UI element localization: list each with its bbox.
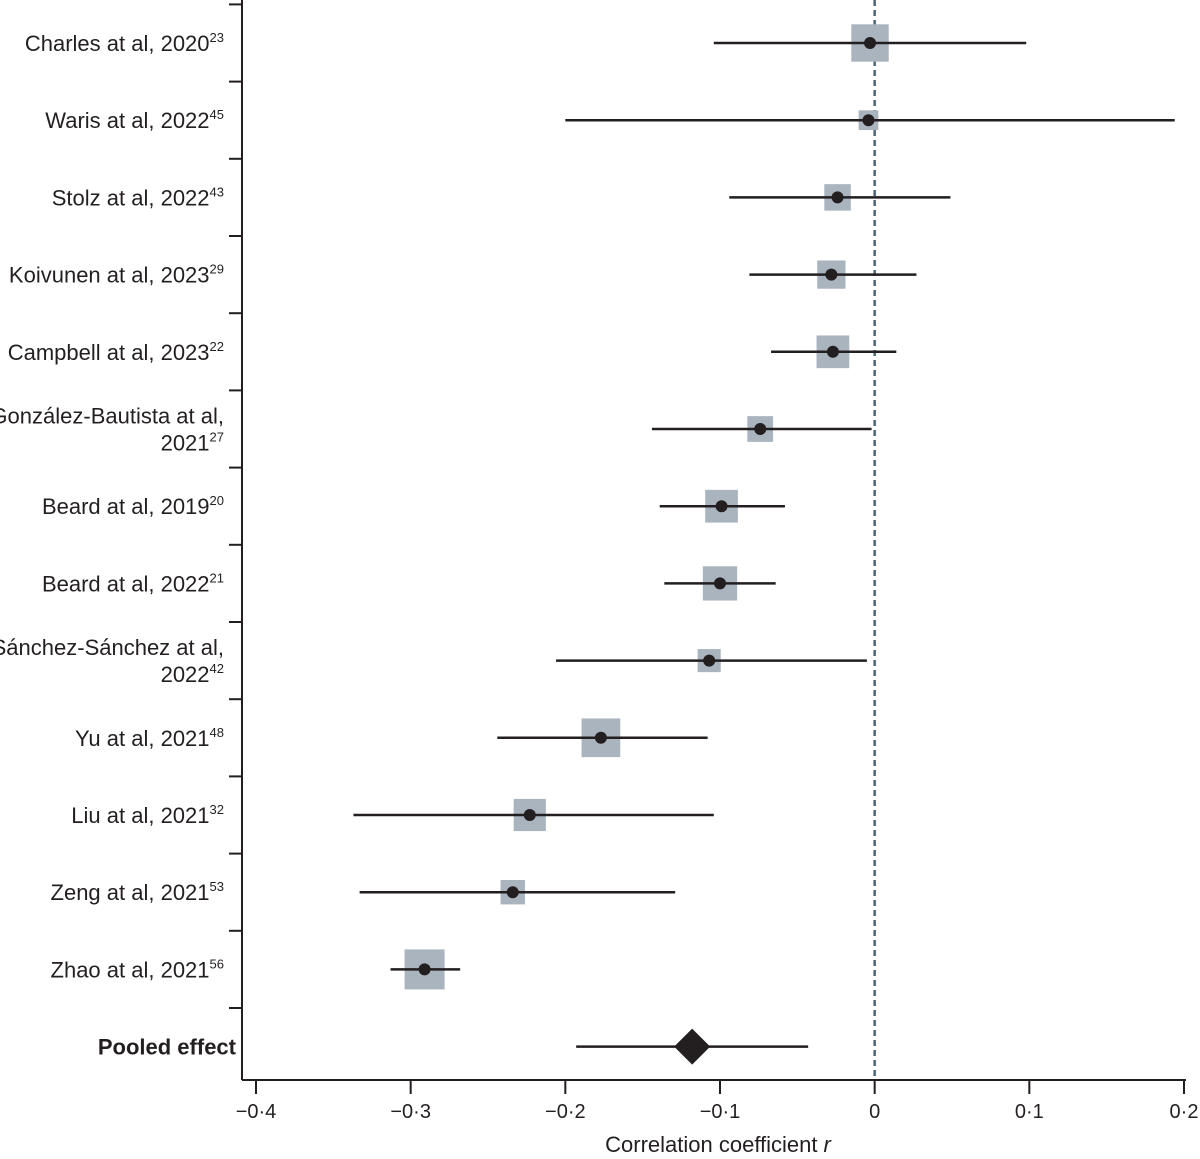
study-axis (229, 0, 243, 1080)
study-label-line: 2022 (161, 662, 210, 687)
study-label: Beard at al, 201920 (42, 493, 224, 519)
study-label: Waris at al, 202245 (45, 107, 224, 133)
study-label-line: Liu at al, 2021 (71, 803, 209, 828)
point-estimate (826, 345, 839, 358)
study-row: González-Bautista at al, 202127 (0, 404, 872, 456)
x-axis: −0·4 −0·3 −0·2 −0·1 0 0·1 0·2 (236, 1079, 1199, 1123)
x-axis-title: Correlation coefficient r (605, 1132, 832, 1157)
study-label: Zeng at al, 202153 (51, 879, 224, 905)
study-label: Beard at al, 202221 (42, 570, 224, 596)
point-estimate (715, 500, 728, 513)
study-label: Charles at al, 202023 (25, 30, 224, 56)
study-reference: 27 (210, 430, 224, 445)
study-label: González-Bautista at al, 202127 (0, 404, 224, 456)
study-row: Charles at al, 202023 (25, 24, 1027, 62)
point-estimate (825, 268, 838, 281)
study-label: Liu at al, 202132 (71, 802, 224, 828)
study-row: Koivunen at al, 202329 (9, 260, 917, 289)
study-reference: 22 (210, 339, 224, 354)
point-estimate (864, 37, 877, 49)
study-label: Koivunen at al, 202329 (9, 262, 224, 288)
pooled-effect-label: Pooled effect (98, 1035, 237, 1060)
study-label-line: 2021 (161, 431, 210, 456)
study-row: Zhao at al, 202156 (51, 949, 461, 990)
study-label-line: Stolz at al, 2022 (52, 185, 210, 210)
x-axis-title-text: Correlation coefficient (605, 1132, 817, 1157)
study-label: Campbell at al, 202322 (8, 339, 224, 365)
point-estimate (862, 114, 875, 127)
study-label-line: González-Bautista at al, (0, 404, 224, 429)
study-label: Yu at al, 202148 (75, 725, 224, 751)
x-tick-label: 0 (869, 1101, 880, 1123)
study-label-line: Koivunen at al, 2023 (9, 263, 210, 288)
study-label-line: Campbell at al, 2023 (8, 340, 210, 365)
study-row: Beard at al, 202221 (42, 566, 776, 601)
point-estimate (506, 886, 519, 899)
point-estimate (831, 191, 844, 204)
study-row: Stolz at al, 202243 (52, 184, 951, 211)
study-reference: 45 (210, 107, 224, 122)
point-estimate (754, 423, 767, 435)
study-reference: 32 (210, 802, 224, 817)
study-reference: 23 (210, 30, 224, 45)
x-axis-title-symbol: r (824, 1132, 833, 1157)
study-label: Stolz at al, 202243 (52, 184, 224, 210)
point-estimate (523, 809, 536, 821)
study-label-line: Sánchez-Sánchez at al, (0, 635, 224, 660)
study-label: Sánchez-Sánchez at al, 202242 (0, 635, 224, 687)
study-reference: 53 (210, 879, 224, 894)
study-row: Campbell at al, 202322 (8, 335, 897, 369)
study-reference: 20 (210, 493, 224, 508)
pooled-row: Pooled effect (98, 1028, 809, 1065)
study-row: Liu at al, 202132 (71, 798, 714, 832)
x-tick-label: −0·3 (390, 1101, 431, 1123)
study-label-line: Waris at al, 2022 (45, 108, 209, 133)
pooled-diamond (674, 1028, 711, 1065)
study-row: Waris at al, 202245 (45, 107, 1175, 133)
study-reference: 29 (210, 262, 224, 277)
study-label: Zhao at al, 202156 (51, 956, 224, 982)
study-row: Sánchez-Sánchez at al, 202242 (0, 635, 867, 687)
study-label-line: Yu at al, 2021 (75, 726, 210, 751)
study-reference: 56 (210, 956, 224, 971)
study-reference: 43 (210, 184, 224, 199)
study-row: Zeng at al, 202153 (51, 879, 676, 905)
study-label-line: Beard at al, 2022 (42, 571, 210, 596)
x-tick-label: −0·2 (545, 1101, 586, 1123)
point-estimate (418, 963, 431, 976)
study-row: Beard at al, 201920 (42, 489, 785, 523)
x-tick-label: 0·2 (1170, 1101, 1199, 1123)
point-estimate (714, 577, 726, 590)
study-rows: Charles at al, 202023 Waris at al, 202245… (0, 24, 1175, 990)
study-label-line: Zeng at al, 2021 (51, 880, 210, 905)
study-reference: 48 (210, 725, 224, 740)
point-estimate (703, 654, 716, 667)
study-label-line: Zhao at al, 2021 (51, 957, 210, 982)
study-reference: 21 (210, 570, 224, 585)
study-row: Yu at al, 202148 (75, 718, 708, 758)
x-tick-label: −0·4 (236, 1101, 277, 1123)
x-tick-label: −0·1 (700, 1101, 741, 1123)
x-tick-label: 0·1 (1015, 1101, 1044, 1123)
study-label-line: Beard at al, 2019 (42, 494, 210, 519)
study-reference: 42 (210, 661, 224, 676)
point-estimate (594, 731, 607, 744)
study-label-line: Charles at al, 2020 (25, 31, 210, 56)
